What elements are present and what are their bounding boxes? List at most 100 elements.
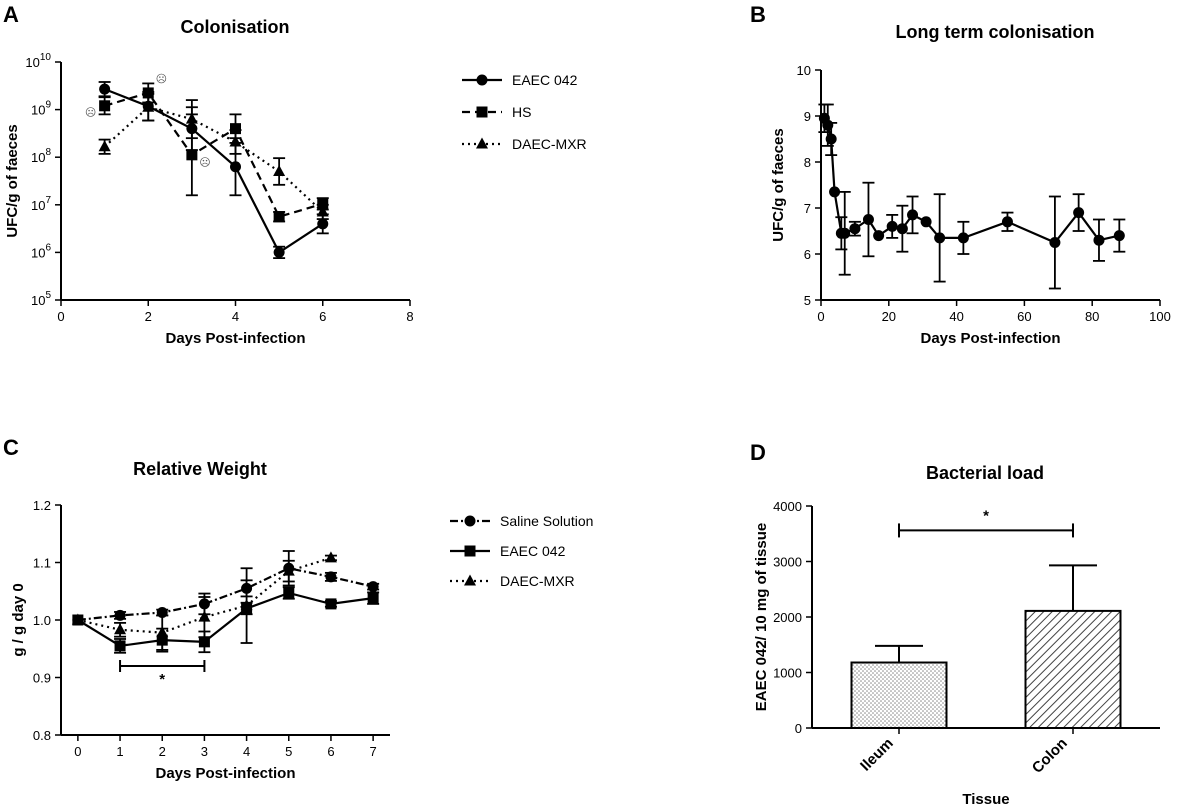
y-tick-exponent: 5 [45, 290, 51, 301]
series-2 [71, 551, 337, 651]
y-tick-label: 2000 [773, 610, 802, 625]
data-point [283, 587, 295, 599]
x-tick-label: 4 [232, 309, 239, 324]
data-point [282, 564, 295, 576]
data-point [230, 123, 241, 135]
y-tick-base: 10 [31, 103, 45, 118]
data-point [142, 100, 155, 112]
data-point [185, 112, 198, 124]
y-tick-exponent: 6 [45, 242, 51, 253]
x-axis-label: Days Post-infection [155, 765, 295, 782]
y-axis-label: g / g day 0 [10, 583, 27, 656]
data-point [317, 218, 329, 230]
legend-entry: HS [462, 104, 531, 120]
y-tick-label: 109 [31, 100, 51, 118]
legend-marker [464, 574, 476, 586]
y-tick-exponent: 9 [45, 100, 51, 111]
series-line [77, 567, 374, 622]
y-tick-label: 0.8 [33, 728, 51, 743]
legend-entry: EAEC 042 [462, 72, 578, 88]
data-point [142, 87, 154, 99]
data-point [98, 140, 111, 152]
category-label: Colon [1029, 735, 1071, 777]
data-point [1001, 216, 1013, 228]
y-tick-label: 9 [804, 109, 811, 124]
data-point [317, 198, 329, 210]
data-point [324, 551, 337, 563]
x-tick-label: 60 [1017, 309, 1031, 324]
data-point [957, 232, 969, 244]
y-tick-exponent: 10 [40, 52, 52, 63]
y-axis-label: EAEC 042/ 10 mg of tissue [753, 523, 770, 711]
y-tick-base: 10 [31, 293, 45, 308]
x-tick-label: 20 [882, 309, 896, 324]
series-0 [818, 103, 1126, 290]
legend-label: DAEC-MXR [512, 136, 587, 152]
x-tick-label: 6 [327, 744, 334, 759]
legend-entry: Saline Solution [450, 513, 593, 529]
data-point [99, 100, 111, 112]
series-0 [98, 81, 329, 260]
data-point [114, 623, 127, 635]
legend-entry: DAEC-MXR [462, 136, 587, 152]
significance-bracket: * [119, 660, 206, 688]
x-tick-label: 2 [145, 309, 152, 324]
panel-letter: D [750, 440, 766, 465]
x-tick-label: 0 [817, 309, 824, 324]
series-1 [98, 82, 329, 223]
y-tick-label: 3000 [773, 555, 802, 570]
y-tick-label: 1.1 [33, 556, 51, 571]
y-tick-label: 10 [797, 63, 811, 78]
y-tick-exponent: 7 [45, 195, 51, 206]
series-line [77, 591, 374, 648]
y-tick-label: 108 [31, 147, 51, 165]
y-tick-label: 106 [31, 242, 51, 260]
legend-entry: DAEC-MXR [450, 573, 575, 589]
y-tick-label: 4000 [773, 499, 802, 514]
data-point [849, 223, 861, 235]
bar-group: Colon [1024, 564, 1122, 777]
y-tick-label: 107 [31, 195, 51, 213]
legend-marker [476, 106, 488, 118]
data-point [873, 230, 885, 242]
legend-marker [464, 515, 476, 527]
category-label: Ileum [857, 735, 897, 775]
x-tick-label: 3 [201, 744, 208, 759]
x-tick-label: 6 [319, 309, 326, 324]
data-point [325, 571, 337, 583]
data-point [198, 610, 211, 622]
y-tick-label: 1.0 [33, 613, 51, 628]
x-tick-label: 2 [159, 744, 166, 759]
data-point [325, 598, 337, 610]
data-point [862, 214, 874, 225]
data-point [99, 83, 111, 95]
panel-d: D Bacterial load 0 1000 2000 3000 4000 Ileum Col… [750, 440, 1160, 808]
y-tick-exponent: 8 [45, 147, 51, 158]
significance-star: * [983, 507, 989, 524]
death-marker: ☹ [156, 74, 167, 86]
y-tick-label: 105 [31, 290, 51, 308]
data-point [273, 246, 285, 258]
bar [1024, 609, 1122, 730]
significance-star: * [159, 671, 165, 688]
x-axis-label: Days Post-infection [920, 330, 1060, 347]
x-tick-label: 5 [285, 744, 292, 759]
chart-title: Bacterial load [926, 463, 1044, 483]
data-point [825, 133, 837, 145]
legend-marker [476, 137, 488, 149]
bar [850, 661, 948, 730]
y-tick-base: 10 [31, 198, 45, 213]
legend-label: DAEC-MXR [500, 573, 575, 589]
panel-letter: B [750, 2, 766, 27]
y-axis-label: UFC/g of faeces [4, 124, 21, 237]
data-point [240, 599, 253, 611]
chart-title: Long term colonisation [895, 22, 1094, 42]
y-tick-label: 0 [795, 721, 802, 736]
series-line [104, 91, 324, 219]
x-tick-label: 0 [57, 309, 64, 324]
data-point [367, 592, 379, 604]
chart-title: Relative Weight [133, 459, 267, 479]
data-point [829, 186, 841, 198]
death-marker: ☹ [85, 107, 96, 119]
x-tick-label: 4 [243, 744, 250, 759]
